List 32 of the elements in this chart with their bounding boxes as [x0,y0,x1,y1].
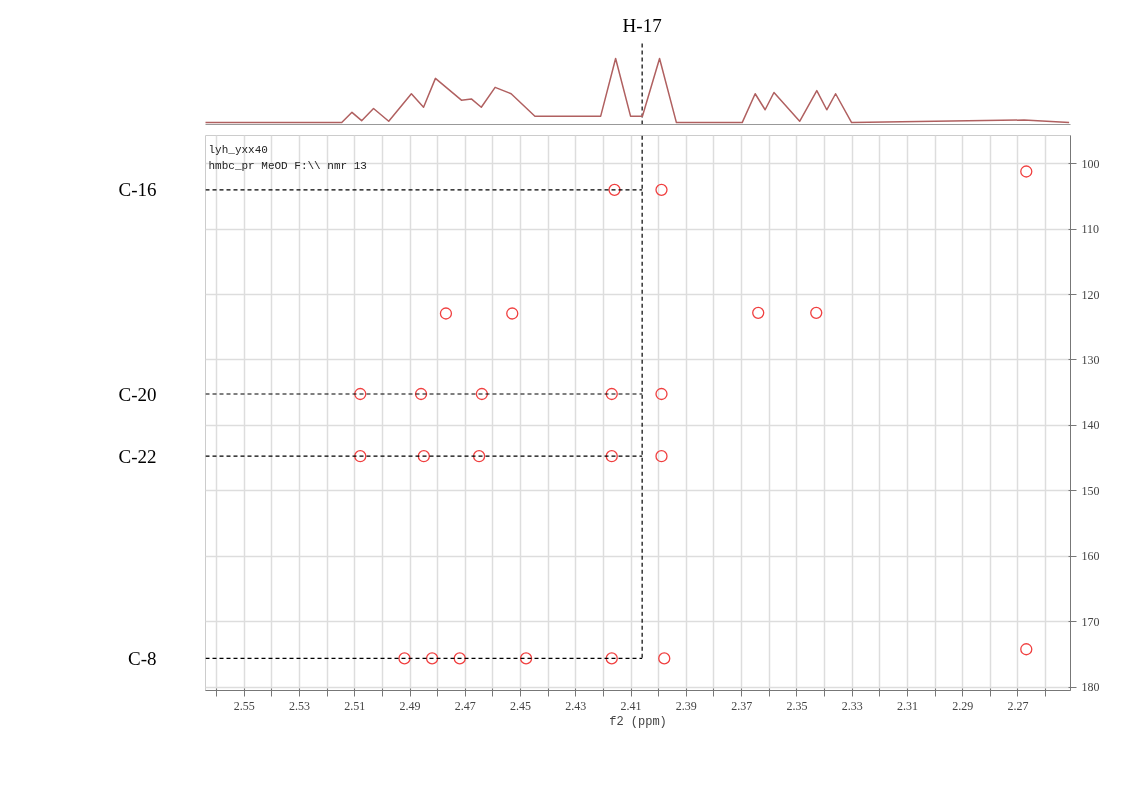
y-tick-label: 160 [1081,549,1100,564]
x-tick-label: 2.33 [841,698,863,713]
y-tick-label: 110 [1081,222,1100,237]
ref-line-label: C-20 [118,383,157,405]
y-tick-label: 170 [1081,614,1100,629]
x-tick-label: 2.49 [399,698,421,713]
x-tick-label: 2.51 [344,698,366,713]
x-tick-label: 2.41 [620,698,642,713]
annotation: lyh_yxx40 [208,143,268,156]
x-tick-label: 2.55 [233,698,255,713]
y-tick-label: 180 [1081,680,1100,695]
ref-line-label: C-16 [118,179,157,201]
x-tick-label: 2.53 [288,698,310,713]
x-tick-label: 2.45 [510,698,532,713]
x-tick-label: 2.39 [675,698,697,713]
x-tick-label: 2.37 [731,698,753,713]
ref-line-label: H-17 [622,15,662,37]
annotation: hmbc_pr MeOD F:\\ nmr 13 [208,159,367,172]
y-tick-label: 150 [1081,483,1100,498]
x-tick-label: 2.27 [1007,698,1029,713]
y-tick-label: 120 [1081,287,1100,302]
x-tick-label: 2.35 [786,698,808,713]
x-axis-title: f2 (ppm) [609,714,667,729]
y-tick-label: 100 [1081,156,1100,171]
ref-line-label: C-8 [128,647,157,669]
y-tick-label: 130 [1081,352,1100,367]
ref-line-label: C-22 [118,445,157,467]
y-tick-label: 140 [1081,418,1100,433]
x-tick-label: 2.31 [896,698,918,713]
x-tick-label: 2.29 [952,698,974,713]
x-tick-label: 2.47 [454,698,476,713]
x-tick-label: 2.43 [565,698,587,713]
